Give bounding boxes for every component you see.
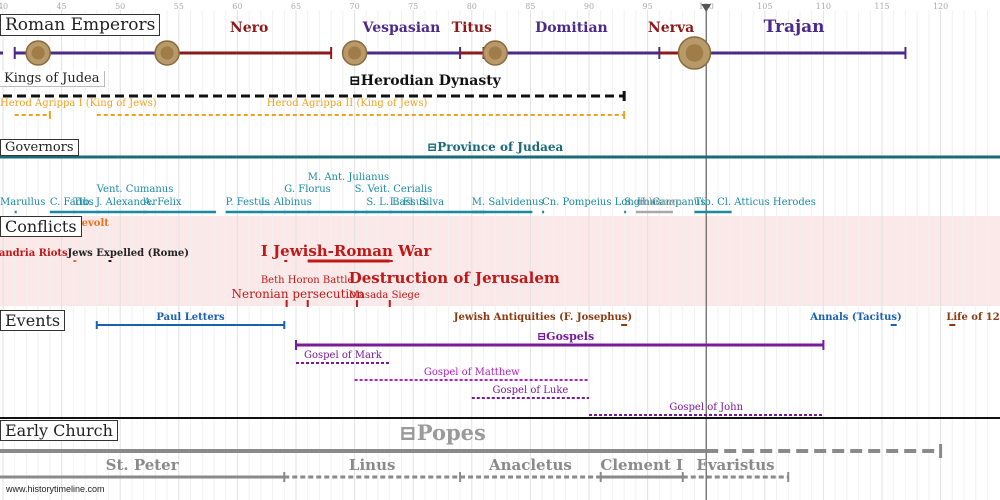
section-label: Conflicts (5, 217, 77, 236)
axis-tick-label: 75 (408, 2, 418, 11)
axis-tick-label: 55 (174, 2, 184, 11)
section-conflicts[interactable]: Conflicts (0, 216, 82, 237)
axis-tick-label: 70 (350, 2, 360, 11)
section-label: Events (5, 311, 61, 330)
section-roman-emperors[interactable]: Roman Emperors (0, 14, 161, 36)
conflict-label: Masada Siege (349, 290, 420, 301)
gospel-label: Gospel of Matthew (424, 367, 520, 378)
current-year-marker-icon (701, 4, 712, 12)
axis-tick-label: 90 (584, 2, 594, 11)
emperor-label: Titus (452, 20, 492, 36)
axis-tick-label: 115 (874, 2, 889, 11)
emperor-label: Nero (230, 20, 268, 36)
pope-label: Anacletus (488, 456, 572, 474)
coin-face-icon (348, 46, 362, 60)
governor-label: L. Fl. Silva (390, 197, 444, 208)
group-herodian-dynasty[interactable]: ⊟Herodian Dynasty (349, 73, 502, 89)
group-province-of-judaea[interactable]: ⊟Province of Judaea (427, 140, 563, 154)
axis-tick-label: 40 (0, 2, 8, 11)
pope-label: Clement I (600, 456, 683, 474)
governor-label: G. Florus (284, 184, 331, 195)
conflict-label: Revolt (73, 218, 109, 229)
emperor-label: Vespasian (362, 20, 441, 36)
watermark: www.historytimeline.com (6, 484, 105, 494)
emperor-label: Trajan (764, 17, 825, 37)
governor-label: L. Albinus (261, 197, 312, 208)
axis-tick-label: 105 (757, 2, 772, 11)
section-label: Roman Emperors (5, 15, 156, 35)
governor-label: C. Fadus (50, 197, 94, 208)
axis-tick-label: 95 (643, 2, 653, 11)
conflict-label: Destruction of Jerusalem (349, 269, 560, 287)
coin-face-icon (488, 46, 502, 60)
coin-face-icon (160, 46, 174, 60)
event-label: Life of 12 Caesars (S (946, 312, 1000, 323)
section-label: Early Church (5, 421, 113, 440)
governor-label: M. Salvidenus (472, 197, 544, 208)
coin-face-icon (31, 46, 45, 60)
governor-label: Cn. Pompeius Longinus (542, 197, 661, 208)
governor-label: Tib. Cl. Atticus Herodes (694, 197, 815, 208)
gospel-label: Gospel of Mark (304, 350, 383, 361)
event-label: Annals (Tacitus) (809, 312, 902, 323)
section-early-church[interactable]: Early Church (0, 420, 118, 441)
king-label: Herod Agrippa II (King of Jews) (267, 98, 428, 109)
conflicts-band (0, 216, 1000, 306)
governor-label: unknown (636, 197, 683, 208)
conflict-label: I Jewish-Roman War (261, 242, 433, 260)
conflict-label: Neronian persecution (232, 287, 365, 301)
section-governors[interactable]: Governors (0, 139, 79, 156)
section-label: Kings of Judea (4, 71, 100, 86)
gospel-label: Gospel of John (669, 402, 743, 413)
axis-tick-label: 110 (816, 2, 831, 11)
conflict-label: Jews Expelled (Rome) (66, 248, 189, 259)
pope-label: Evaristus (696, 456, 774, 474)
governor-label: S. H. Campanus (624, 197, 705, 208)
section-events[interactable]: Events (0, 310, 66, 331)
governor-label: Marullus (0, 197, 45, 208)
conflict-label: Alexandria Riots (0, 248, 68, 259)
event-label: Jewish Antiquities (F. Josephus) (453, 312, 632, 323)
group-popes[interactable]: ⊟Popes (399, 420, 486, 445)
pope-label: Linus (349, 456, 396, 474)
king-label: Herod Agrippa I (King of Jews) (0, 98, 157, 109)
section-label: Governors (5, 140, 74, 155)
governor-label: M. Ant. Julianus (308, 172, 389, 183)
governor-label: S. Veit. Cerialis (355, 184, 433, 195)
axis-tick-label: 120 (933, 2, 948, 11)
governor-label: P. Festus (226, 197, 270, 208)
gospel-label: Gospel of Luke (493, 385, 569, 396)
event-label: Paul Letters (156, 312, 225, 323)
axis-tick-label: 60 (232, 2, 242, 11)
emperor-label: Domitian (535, 20, 608, 36)
governor-label: S. L. Bassus (366, 197, 427, 208)
axis-tick-label: 50 (115, 2, 125, 11)
coin-face-icon (685, 44, 704, 62)
pope-label: St. Peter (106, 456, 180, 474)
governor-label: Tib. J. Alexander (73, 197, 157, 208)
governor-label: Vent. Cumanus (96, 184, 174, 195)
governor-label: A. Felix (143, 197, 182, 208)
axis-tick-label: 80 (467, 2, 477, 11)
emperor-label: Nerva (648, 20, 694, 36)
conflict-label: Beth Horon Battle (261, 275, 354, 286)
axis-tick-label: 65 (291, 2, 301, 11)
section-kings-of-judea[interactable]: Kings of Judea (0, 71, 105, 87)
axis-tick-label: 85 (525, 2, 535, 11)
axis-tick-label: 45 (57, 2, 67, 11)
group-gospels[interactable]: ⊟Gospels (537, 330, 594, 343)
